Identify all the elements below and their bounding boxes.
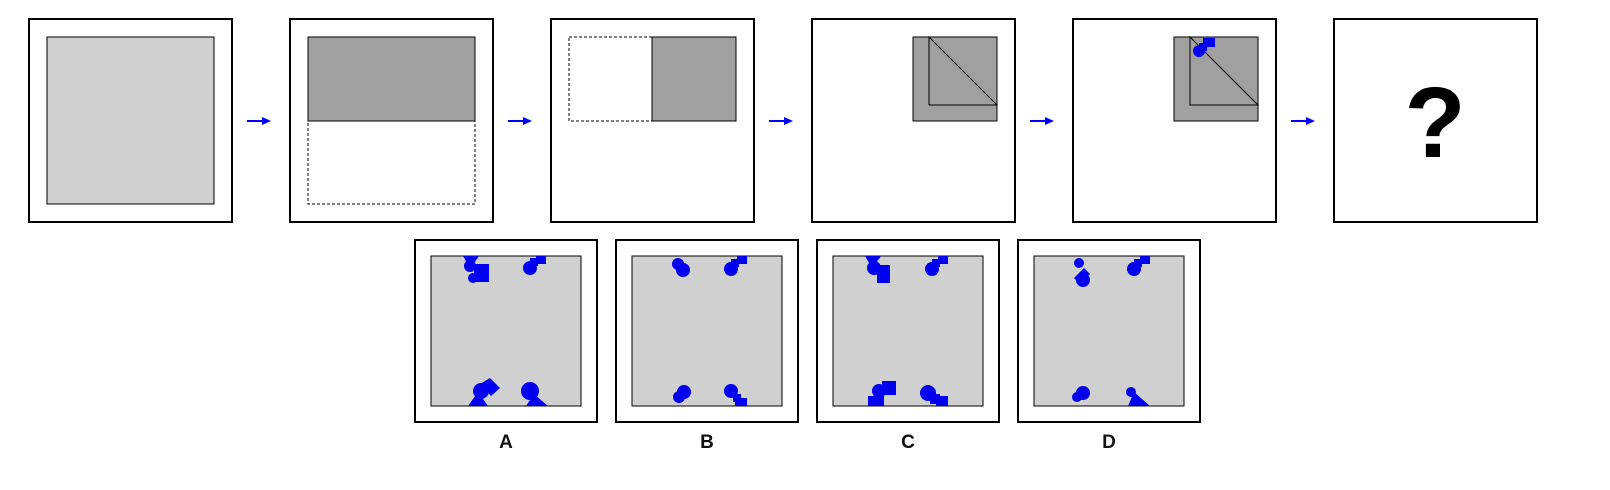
folded-paper bbox=[307, 36, 476, 122]
arrow-5 bbox=[1291, 117, 1315, 125]
option-label-a[interactable]: A bbox=[499, 432, 513, 453]
paper-sheet bbox=[46, 36, 215, 205]
folded-paper bbox=[651, 36, 737, 122]
arrow-4 bbox=[1030, 117, 1054, 125]
punch-hole bbox=[724, 384, 747, 406]
step-3-panel bbox=[550, 18, 755, 223]
punch-hole bbox=[672, 258, 690, 277]
fold-outline bbox=[929, 36, 998, 105]
punch-hole bbox=[1074, 258, 1090, 287]
option-label-d[interactable]: D bbox=[1102, 432, 1116, 453]
punch-hole bbox=[1072, 386, 1090, 402]
punch-hole bbox=[724, 256, 747, 276]
punch-hole bbox=[1126, 387, 1150, 406]
question-panel: ? bbox=[1333, 18, 1538, 223]
arrow-2 bbox=[508, 117, 532, 125]
punch-hole bbox=[865, 256, 890, 283]
question-mark: ? bbox=[1404, 67, 1465, 179]
punch-hole bbox=[673, 385, 691, 403]
option-c[interactable] bbox=[816, 239, 1000, 423]
arrow-1 bbox=[247, 117, 271, 125]
punch-hole bbox=[920, 385, 948, 406]
option-a[interactable] bbox=[414, 239, 598, 423]
folded-triangle bbox=[928, 35, 999, 106]
punch-hole bbox=[523, 256, 546, 275]
punch-hole bbox=[1193, 38, 1215, 57]
option-label-b[interactable]: B bbox=[700, 432, 714, 453]
punch-hole bbox=[1127, 256, 1150, 276]
fold-outline bbox=[1190, 36, 1259, 105]
punch-hole bbox=[468, 378, 500, 406]
step-5-panel bbox=[1072, 18, 1277, 223]
step-2-panel bbox=[289, 18, 494, 223]
punch-hole bbox=[463, 256, 489, 283]
punch-hole bbox=[868, 381, 896, 406]
punch-hole bbox=[925, 256, 948, 276]
option-b[interactable] bbox=[615, 239, 799, 423]
step-4-panel bbox=[811, 18, 1016, 223]
option-d[interactable] bbox=[1017, 239, 1201, 423]
step-1-panel bbox=[28, 18, 233, 223]
option-label-c[interactable]: C bbox=[901, 432, 915, 453]
folded-triangle bbox=[1189, 35, 1260, 106]
punch-hole bbox=[521, 382, 548, 406]
arrow-3 bbox=[769, 117, 793, 125]
